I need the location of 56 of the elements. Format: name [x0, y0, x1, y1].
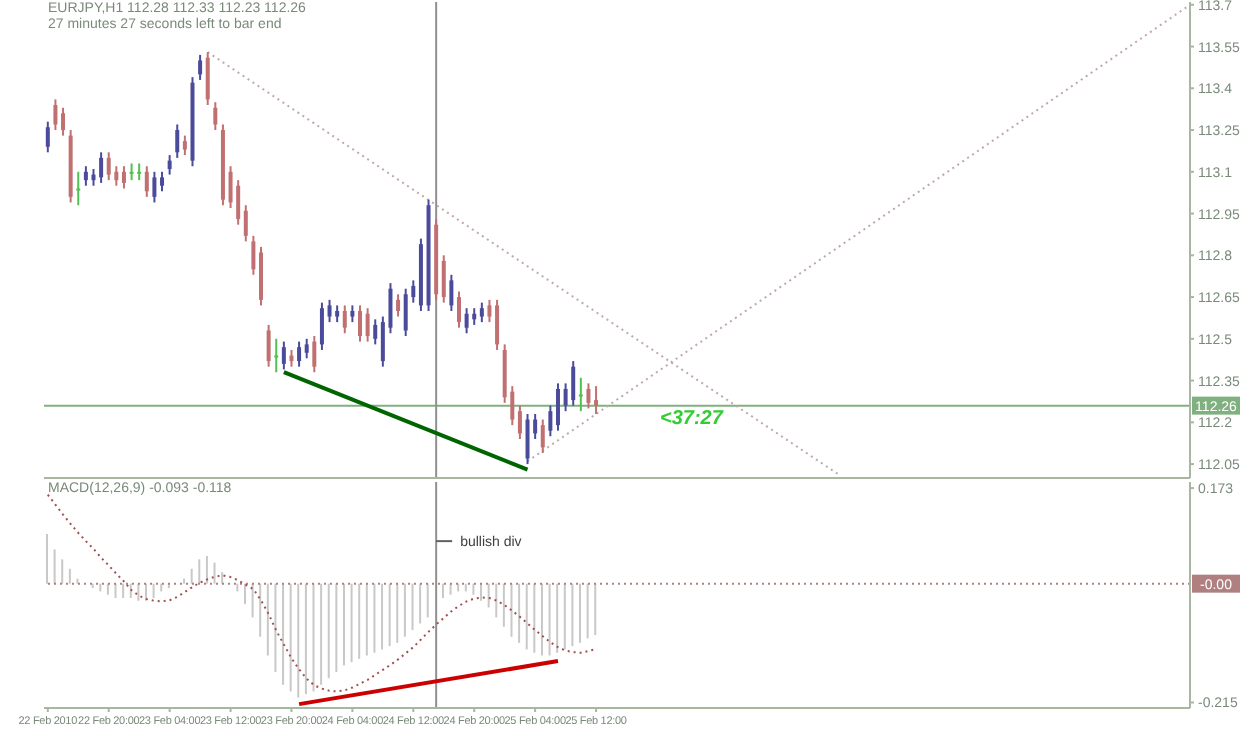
candlestick: [555, 382, 560, 432]
candlestick: [99, 151, 104, 184]
candlestick: [304, 337, 309, 360]
candlestick: [342, 304, 347, 335]
candlestick: [578, 376, 583, 413]
candlestick: [358, 304, 363, 343]
candlestick: [319, 301, 324, 351]
candlestick: [586, 382, 591, 410]
candlestick: [121, 165, 126, 190]
candlestick: [274, 337, 279, 374]
candlestick: [83, 165, 88, 187]
candlestick: [327, 298, 332, 324]
candlestick: [373, 318, 378, 346]
candlestick: [403, 287, 408, 338]
candlestick: [297, 340, 302, 368]
candlestick: [441, 254, 446, 304]
candlestick: [144, 165, 149, 198]
candlestick: [114, 165, 119, 187]
candlestick: [137, 162, 142, 182]
candlestick: [152, 170, 157, 204]
candlestick: [61, 106, 66, 137]
candlestick: [236, 179, 241, 226]
candlestick: [281, 340, 286, 371]
candlestick: [495, 298, 500, 351]
candlestick: [517, 404, 522, 441]
candlestick: [464, 307, 469, 335]
candlestick: [540, 418, 545, 454]
candlestick: [479, 301, 484, 324]
candlestick: [457, 290, 461, 329]
candlestick: [45, 120, 50, 154]
candlestick: [167, 154, 172, 176]
candlestick: [213, 101, 218, 132]
candlestick: [396, 293, 401, 318]
candlestick: [243, 204, 248, 243]
candlestick: [76, 170, 81, 207]
candlestick: [571, 360, 576, 407]
candlestick: [259, 245, 264, 307]
candlestick: [182, 134, 187, 157]
candlestick: [251, 234, 256, 276]
line-series: [46, 493, 598, 693]
candlestick: [106, 151, 111, 182]
candlestick: [312, 335, 317, 374]
candlestick: [266, 323, 271, 368]
candlestick: [548, 404, 553, 438]
annotation: <37:27: [660, 408, 723, 430]
candlestick: [160, 170, 165, 193]
candlestick: [175, 123, 180, 159]
candlestick: [365, 307, 370, 343]
candlestick: [198, 53, 203, 81]
candlestick: [53, 98, 58, 132]
candlestick: [594, 385, 599, 415]
candlestick: [487, 298, 492, 324]
candlestick: [525, 412, 530, 466]
candlestick: [205, 51, 210, 106]
candlestick: [129, 162, 134, 182]
candlestick: [449, 273, 454, 312]
